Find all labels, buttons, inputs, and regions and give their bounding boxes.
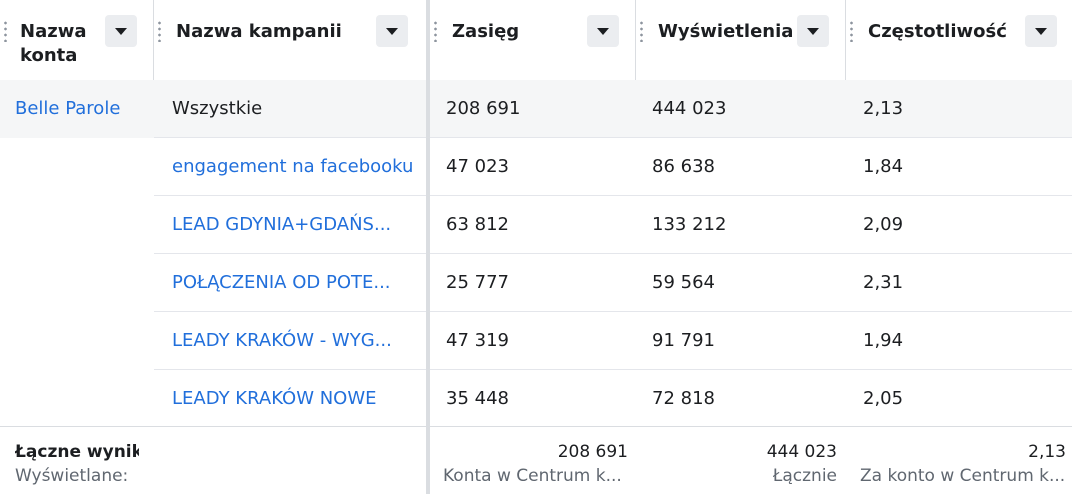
column-label: Nazwa kampanii (176, 21, 342, 42)
row-divider (154, 253, 1072, 254)
impressions-value: 59 564 (652, 272, 715, 293)
impressions-value: 72 818 (652, 388, 715, 409)
totals-title: Łączne wyniki (15, 442, 139, 462)
table-row[interactable]: engagement na facebooku 47 023 86 638 1,… (0, 138, 1072, 196)
frozen-columns-divider[interactable] (426, 0, 430, 494)
column-header-frequency[interactable]: Częstotliwość (846, 0, 1072, 80)
column-label: Wyświetlenia (658, 21, 794, 42)
table-header: Nazwa konta Nazwa kampanii Zasięg (0, 0, 1072, 81)
table-row[interactable]: LEADY KRAKÓW NOWE 35 448 72 818 2,05 (0, 370, 1072, 428)
impressions-value: 444 023 (652, 98, 727, 119)
table-row[interactable]: LEADY KRAKÓW - WYG... 47 319 91 791 1,94 (0, 312, 1072, 370)
column-label: Częstotliwość (868, 21, 1007, 42)
reach-value: 47 319 (446, 330, 509, 351)
table-row[interactable]: POŁĄCZENIA OD POTE... 25 777 59 564 2,31 (0, 254, 1072, 312)
drag-handle-icon[interactable] (850, 20, 853, 42)
column-header-account-name[interactable]: Nazwa konta (0, 0, 153, 80)
sort-dropdown-button[interactable] (105, 15, 137, 47)
column-label: Zasięg (452, 21, 520, 42)
column-header-impressions[interactable]: Wyświetlenia (636, 0, 845, 80)
caret-down-icon (1035, 27, 1047, 35)
sort-dropdown-button[interactable] (1025, 15, 1057, 47)
campaign-name: Wszystkie (172, 98, 263, 119)
caret-down-icon (597, 27, 609, 35)
totals-frequency-note: Za konto w Centrum k... (860, 466, 1066, 486)
account-name-link[interactable]: Belle Parole (15, 98, 121, 119)
reach-value: 35 448 (446, 388, 509, 409)
sort-dropdown-button[interactable] (587, 15, 619, 47)
impressions-value: 91 791 (652, 330, 715, 351)
reach-value: 47 023 (446, 156, 509, 177)
column-header-reach[interactable]: Zasięg (430, 0, 635, 80)
campaign-name-link[interactable]: POŁĄCZENIA OD POTE... (172, 272, 391, 293)
reach-value: 63 812 (446, 214, 509, 235)
drag-handle-icon[interactable] (640, 20, 643, 42)
column-label-line2: konta (20, 45, 78, 66)
impressions-value: 86 638 (652, 156, 715, 177)
row-divider (154, 195, 1072, 196)
frequency-value: 1,84 (863, 156, 904, 177)
frequency-value: 2,05 (863, 388, 904, 409)
column-divider (153, 0, 154, 80)
row-divider (154, 311, 1072, 312)
drag-handle-icon[interactable] (434, 20, 437, 42)
totals-footer: Łączne wyniki Wyświetlane: 208 691 Konta… (0, 426, 1072, 495)
campaign-name-link[interactable]: engagement na facebooku (172, 156, 414, 177)
frequency-value: 1,94 (863, 330, 904, 351)
column-divider (635, 0, 636, 80)
totals-reach-value: 208 691 (557, 442, 628, 462)
caret-down-icon (807, 27, 819, 35)
sort-dropdown-button[interactable] (376, 15, 408, 47)
table-row[interactable]: Belle Parole Wszystkie 208 691 444 023 2… (0, 80, 1072, 138)
column-header-campaign-name[interactable]: Nazwa kampanii (154, 0, 426, 80)
impressions-value: 133 212 (652, 214, 727, 235)
campaign-name-link[interactable]: LEADY KRAKÓW - WYG... (172, 330, 392, 351)
frequency-value: 2,31 (863, 272, 904, 293)
reach-value: 25 777 (446, 272, 509, 293)
frequency-value: 2,09 (863, 214, 904, 235)
row-divider (154, 369, 1072, 370)
campaign-name-link[interactable]: LEAD GDYNIA+GDAŃS... (172, 214, 392, 235)
reach-value: 208 691 (446, 98, 521, 119)
totals-subtitle: Wyświetlane: (15, 466, 129, 486)
table-row[interactable]: LEAD GDYNIA+GDAŃS... 63 812 133 212 2,09 (0, 196, 1072, 254)
caret-down-icon (386, 27, 398, 35)
column-label-line1: Nazwa (20, 21, 87, 42)
totals-impressions-value: 444 023 (766, 442, 837, 462)
drag-handle-icon[interactable] (158, 20, 161, 42)
caret-down-icon (115, 27, 127, 35)
campaign-name-link[interactable]: LEADY KRAKÓW NOWE (172, 388, 377, 409)
totals-impressions-note: Łącznie (772, 466, 837, 486)
frequency-value: 2,13 (863, 98, 904, 119)
totals-reach-note: Konta w Centrum k... (443, 466, 622, 486)
drag-handle-icon[interactable] (4, 20, 7, 42)
sort-dropdown-button[interactable] (797, 15, 829, 47)
row-divider (154, 137, 1072, 138)
totals-frequency-value: 2,13 (1028, 442, 1066, 462)
column-divider (845, 0, 846, 80)
